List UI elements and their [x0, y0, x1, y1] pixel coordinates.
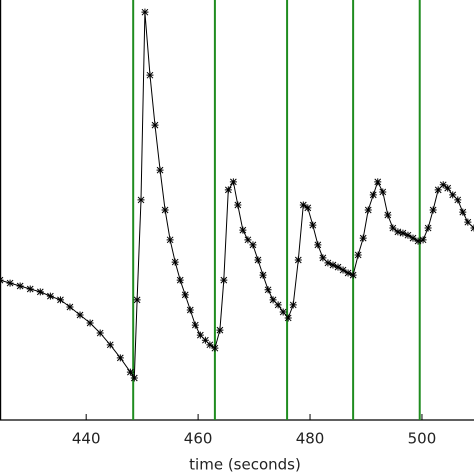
marker	[374, 178, 382, 186]
marker	[439, 181, 447, 189]
marker	[454, 196, 462, 204]
marker	[249, 241, 257, 249]
marker	[309, 221, 317, 229]
marker	[96, 329, 104, 337]
x-axis-label: time (seconds)	[189, 456, 301, 474]
marker	[116, 354, 124, 362]
marker	[349, 271, 357, 279]
x-tick-label: 500	[408, 430, 437, 448]
marker	[334, 263, 342, 271]
marker	[126, 368, 134, 376]
marker	[166, 236, 174, 244]
marker	[191, 321, 199, 329]
marker	[176, 276, 184, 284]
marker	[76, 311, 84, 319]
marker	[399, 229, 407, 237]
marker	[229, 178, 237, 186]
marker	[414, 237, 422, 245]
marker	[234, 201, 242, 209]
marker	[339, 266, 347, 274]
marker	[141, 8, 149, 16]
marker	[364, 206, 372, 214]
marker	[299, 201, 307, 209]
marker	[314, 241, 322, 249]
marker	[56, 296, 64, 304]
marker	[264, 286, 272, 294]
marker	[36, 288, 44, 296]
marker	[404, 231, 412, 239]
marker	[46, 292, 54, 300]
marker	[201, 336, 209, 344]
marker	[444, 184, 452, 192]
marker	[146, 71, 154, 79]
marker	[379, 188, 387, 196]
marker	[464, 218, 472, 226]
marker	[434, 186, 442, 194]
marker	[304, 204, 312, 212]
marker	[459, 208, 467, 216]
marker	[284, 314, 292, 322]
data-line	[0, 12, 474, 380]
marker	[449, 191, 457, 199]
marker	[156, 166, 164, 174]
marker	[424, 224, 432, 232]
marker	[429, 206, 437, 214]
marker	[211, 344, 219, 352]
marker	[329, 261, 337, 269]
marker	[6, 279, 14, 287]
marker	[220, 276, 228, 284]
marker	[171, 258, 179, 266]
marker	[196, 331, 204, 339]
marker	[151, 121, 159, 129]
marker	[419, 236, 427, 244]
marker	[216, 326, 224, 334]
marker	[359, 234, 367, 242]
marker	[16, 282, 24, 290]
marker	[274, 301, 282, 309]
marker	[130, 374, 138, 382]
marker	[206, 341, 214, 349]
marker	[259, 271, 267, 279]
marker	[344, 269, 352, 277]
marker	[354, 251, 362, 259]
marker	[26, 285, 34, 293]
marker	[186, 306, 194, 314]
x-tick-label: 440	[72, 430, 101, 448]
marker	[254, 256, 262, 264]
marker	[106, 341, 114, 349]
x-tick-label: 480	[296, 430, 325, 448]
x-tick-label: 460	[184, 430, 213, 448]
marker	[86, 319, 94, 327]
marker	[384, 211, 392, 219]
marker	[239, 226, 247, 234]
marker	[244, 236, 252, 244]
marker	[224, 186, 232, 194]
marker	[269, 296, 277, 304]
marker	[389, 224, 397, 232]
marker	[294, 256, 302, 264]
marker	[470, 224, 474, 232]
marker	[319, 254, 327, 262]
marker	[369, 191, 377, 199]
marker	[394, 228, 402, 236]
marker	[66, 303, 74, 311]
marker	[181, 291, 189, 299]
marker	[133, 296, 141, 304]
marker	[289, 301, 297, 309]
marker	[279, 308, 287, 316]
marker	[409, 234, 417, 242]
marker	[161, 206, 169, 214]
marker	[137, 196, 145, 204]
marker	[324, 259, 332, 267]
